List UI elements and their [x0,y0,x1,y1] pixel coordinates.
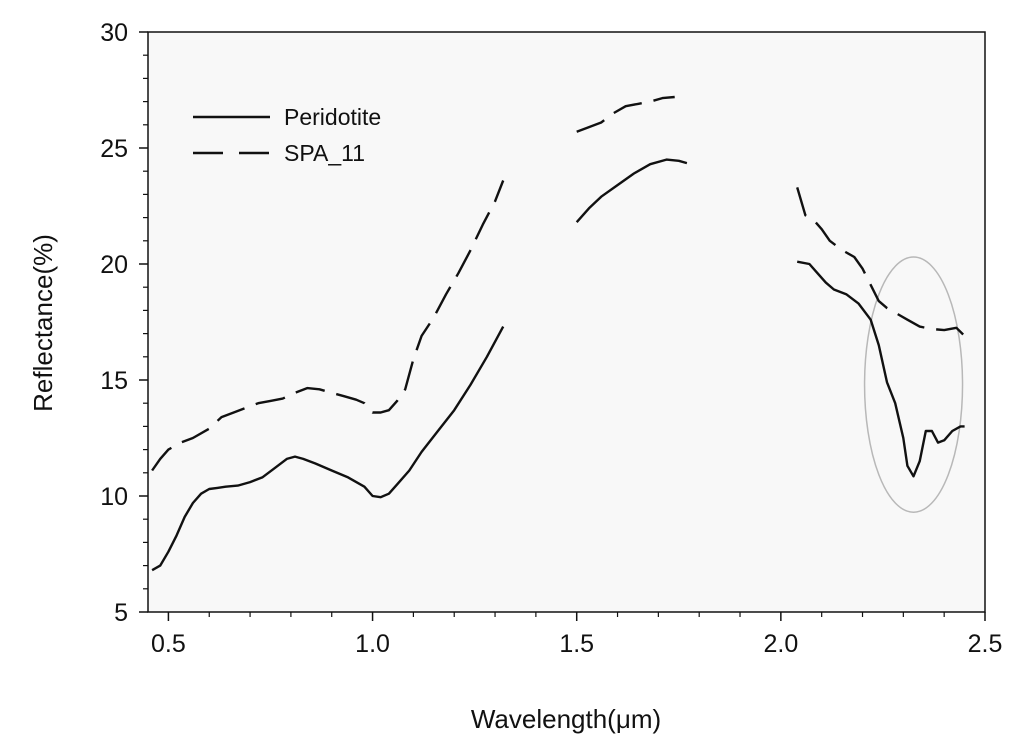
y-tick-label: 10 [100,483,128,511]
legend-label-peridotite: Peridotite [284,104,381,130]
y-tick-label: 5 [114,599,128,627]
x-axis: 0.5 1.0 1.5 2.0 2.5 [151,612,1002,658]
plot-area [148,32,985,612]
highlight-ellipse [863,256,964,513]
legend: Peridotite SPA_11 [193,104,381,166]
plot-frame [147,31,986,613]
y-tick-label: 30 [100,19,128,47]
x-tick-label: 1.0 [355,630,390,658]
series-line-peridotite [575,158,688,223]
x-axis-title: Wavelength(μm) [471,704,661,734]
x-tick-label: 2.0 [763,630,798,658]
series-line-spa-11 [576,95,675,133]
x-tick-label: 0.5 [151,630,186,658]
y-tick-label: 20 [100,251,128,279]
y-tick-label: 25 [100,135,128,163]
series-line-peridotite [151,326,505,572]
series-line-spa-11 [796,187,966,337]
y-axis-title: Reflectance(%) [28,234,58,412]
series-layer [151,95,966,572]
x-tick-label: 1.5 [559,630,594,658]
series-line-spa-11 [151,180,505,472]
series-line-peridotite [796,260,965,478]
y-tick-label: 15 [100,367,128,395]
legend-label-spa-11: SPA_11 [284,140,365,166]
x-tick-label: 2.5 [968,630,1003,658]
annotation-layer [863,256,964,513]
y-axis: 5 10 15 20 25 30 [100,19,148,627]
